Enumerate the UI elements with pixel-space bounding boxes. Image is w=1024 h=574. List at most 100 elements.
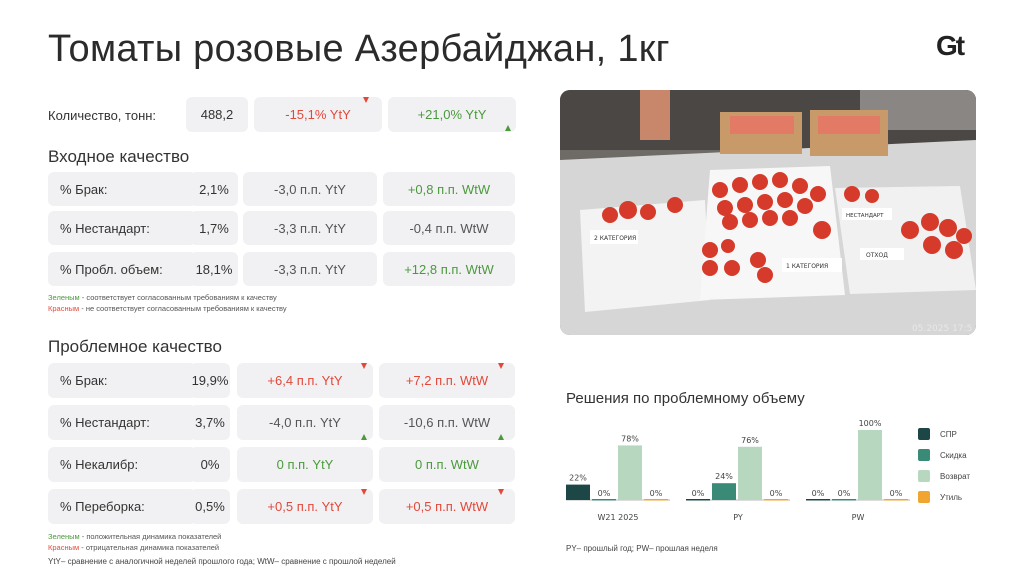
legend-label: Возврат (940, 471, 970, 481)
problem-resorting-label: % Переборка: (48, 489, 196, 524)
note-red-word: Красным (48, 543, 80, 552)
input-defect-value: 2,1% (190, 172, 238, 206)
data-label: 100% (859, 419, 882, 428)
input-note-green: Зеленым - соответствует согласованным тр… (48, 293, 277, 302)
page-title: Томаты розовые Азербайджан, 1кг (48, 28, 670, 70)
bar-Скидка-PY (712, 483, 736, 500)
problem-resorting-value: 0,5% (190, 489, 230, 524)
problem-uncalibrated-wtw: 0 п.п. WtW (379, 447, 515, 482)
data-label: 0% (770, 489, 783, 498)
data-label: 0% (890, 489, 903, 498)
data-label: 0% (650, 489, 663, 498)
bar-Скидка-PW (832, 499, 856, 501)
problem-defect-wtw: +7,2 п.п. WtW (379, 363, 515, 398)
bar-Возврат-PY (738, 446, 762, 500)
note-red-text: - не соответствует согласованным требова… (79, 304, 287, 313)
category-label: PW (852, 513, 865, 522)
data-label: 78% (621, 434, 639, 443)
bar-Утиль-PY (764, 499, 788, 501)
input-defect-label: % Брак: (48, 172, 196, 206)
note-red-text: - отрицательная динамика показателей (79, 543, 220, 552)
data-label: 0% (812, 489, 825, 498)
input-defect-wtw: +0,8 п.п. WtW (383, 172, 515, 206)
trend-down-icon (498, 363, 504, 369)
input-nonstandard-wtw: -0,4 п.п. WtW (383, 211, 515, 245)
problem-defect-yty: +6,4 п.п. YtY (237, 363, 373, 398)
data-label: 0% (692, 489, 705, 498)
problem-nonstandard-wtw: -10,6 п.п. WtW (379, 405, 515, 440)
problem-nonstandard-yty: -4,0 п.п. YtY (237, 405, 373, 440)
decisions-bar-chart: 22% 0% 78% 0% W21 2025 0% 24% 76% 0% PY 0% 0% 100% 0%… (566, 419, 910, 522)
data-label: 0% (598, 489, 611, 498)
input-problem-volume-yty: -3,3 п.п. YtY (243, 252, 377, 286)
bar-Утиль-W21 2025 (644, 499, 668, 501)
brand-logo: Gt (936, 30, 965, 61)
input-quality-heading: Входное качество (48, 147, 190, 166)
problem-resorting-wtw: +0,5 п.п. WtW (379, 489, 515, 524)
trend-up-icon (505, 125, 511, 131)
problem-note-red: Красным - отрицательная динамика показат… (48, 543, 219, 552)
category-label: W21 2025 (598, 513, 639, 522)
note-red-word: Красным (48, 304, 80, 313)
chart-title: Решения по проблемному объему (566, 390, 805, 407)
problem-nonstandard-label: % Нестандарт: (48, 405, 196, 440)
trend-down-icon (498, 489, 504, 495)
legend-swatch (918, 449, 930, 461)
problem-quality-heading: Проблемное качество (48, 337, 222, 356)
photo-label-nonstandard: НЕСТАНДАРТ (846, 213, 884, 219)
photo-timestamp: 05.2025 17:5 (912, 324, 972, 334)
data-label: 24% (715, 472, 733, 481)
problem-uncalibrated-yty: 0 п.п. YtY (237, 447, 373, 482)
problem-note-green: Зеленым - положительная динамика показат… (48, 532, 221, 541)
input-problem-volume-value: 18,1% (190, 252, 238, 286)
legend-swatch (918, 428, 930, 440)
legend-label: Утиль (940, 492, 963, 502)
trend-up-icon (361, 434, 367, 440)
photo-label-cat2: 2 КАТЕГОРИЯ (594, 235, 636, 242)
trend-down-icon (361, 489, 367, 495)
bar-Скидка-W21 2025 (592, 499, 616, 501)
photo-label-waste: ОТХОД (866, 252, 888, 259)
bar-Возврат-PW (858, 430, 882, 500)
quantity-value: 488,2 (186, 97, 248, 132)
bar-Утиль-PW (884, 499, 908, 501)
comparison-footnote: YtY– сравнение с аналогичной неделей про… (48, 557, 396, 566)
problem-uncalibrated-value: 0% (190, 447, 230, 482)
bar-СПР-W21 2025 (566, 484, 590, 500)
quantity-label: Количество, тонн: (48, 108, 157, 123)
data-label: 22% (569, 474, 587, 483)
input-note-red: Красным - не соответствует согласованным… (48, 304, 287, 313)
quantity-yty: -15,1% YtY (254, 97, 382, 132)
trend-down-icon (363, 97, 369, 103)
bar-СПР-PW (806, 499, 830, 501)
input-defect-yty: -3,0 п.п. YtY (243, 172, 377, 206)
photo-label-cat1: 1 КАТЕГОРИЯ (786, 263, 828, 270)
legend-swatch (918, 491, 930, 503)
legend-item: СПР (918, 428, 957, 440)
problem-nonstandard-value: 3,7% (190, 405, 230, 440)
legend-swatch (918, 470, 930, 482)
chart-footnote: PY– прошлый год; PW– прошлая неделя (566, 544, 718, 553)
note-green-text: - соответствует согласованным требования… (79, 293, 277, 302)
input-problem-volume-wtw: +12,8 п.п. WtW (383, 252, 515, 286)
bar-СПР-PY (686, 499, 710, 501)
quantity-wtw: +21,0% YtY (388, 97, 516, 132)
problem-uncalibrated-label: % Некалибр: (48, 447, 196, 482)
input-problem-volume-label: % Пробл. объем: (48, 252, 196, 286)
problem-defect-value: 19,9% (190, 363, 230, 398)
problem-resorting-yty: +0,5 п.п. YtY (237, 489, 373, 524)
legend-label: Скидка (940, 450, 967, 460)
trend-up-icon (498, 434, 504, 440)
legend-item: Утиль (918, 491, 962, 503)
product-photo: 2 КАТЕГОРИЯ 1 КАТЕГОРИЯ НЕСТАНДАРТ ОТХОД… (560, 90, 976, 335)
legend-item: Возврат (918, 470, 970, 482)
legend-label: СПР (940, 429, 957, 439)
data-label: 0% (838, 489, 851, 498)
note-green-word: Зеленым (48, 293, 80, 302)
note-green-text: - положительная динамика показателей (79, 532, 222, 541)
input-nonstandard-yty: -3,3 п.п. YtY (243, 211, 377, 245)
legend-item: Скидка (918, 449, 967, 461)
note-green-word: Зеленым (48, 532, 80, 541)
bar-Возврат-W21 2025 (618, 445, 642, 500)
data-label: 76% (741, 436, 759, 445)
